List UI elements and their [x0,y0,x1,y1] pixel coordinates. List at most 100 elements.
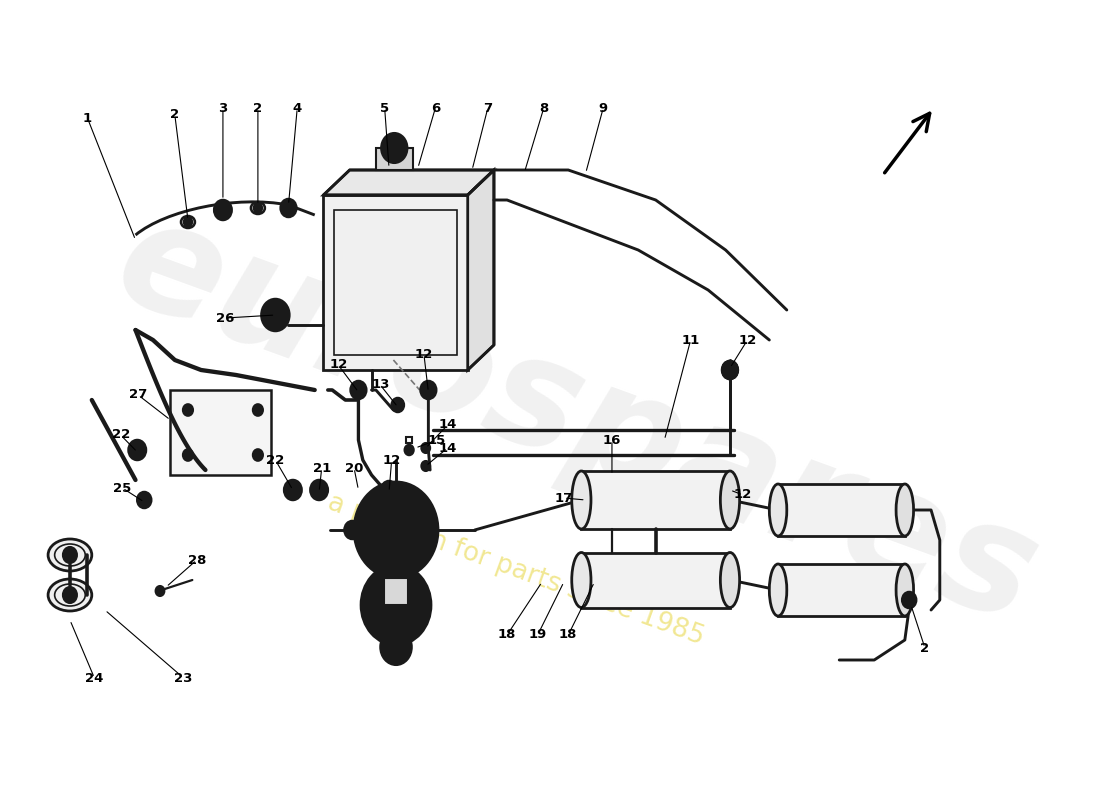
Text: 27: 27 [129,389,147,402]
Ellipse shape [769,484,786,536]
Circle shape [387,520,405,540]
Circle shape [726,366,734,374]
Bar [323,195,468,370]
Circle shape [63,547,77,563]
Circle shape [310,480,328,500]
Ellipse shape [182,216,195,228]
Circle shape [183,404,194,416]
Text: 22: 22 [111,429,130,442]
Text: 7: 7 [483,102,493,114]
Circle shape [372,577,420,633]
Bar [582,471,730,529]
Circle shape [392,398,404,412]
Circle shape [381,629,411,665]
Ellipse shape [48,579,91,611]
Text: 14: 14 [439,418,456,431]
Text: 24: 24 [85,671,103,685]
Ellipse shape [251,202,265,214]
Text: 23: 23 [175,671,192,685]
Circle shape [63,587,77,603]
Text: 11: 11 [682,334,700,346]
Circle shape [382,133,407,163]
Polygon shape [323,170,494,195]
Text: 12: 12 [329,358,348,371]
Text: 19: 19 [528,629,547,642]
Text: eurospares: eurospares [98,185,1056,655]
Circle shape [253,203,262,213]
Bar [778,484,905,536]
Circle shape [133,445,142,455]
Text: 6: 6 [431,102,440,114]
Text: 28: 28 [187,554,206,566]
Ellipse shape [769,564,786,616]
Bar [582,553,730,608]
Circle shape [184,217,192,227]
Circle shape [183,449,194,461]
Text: 12: 12 [415,349,433,362]
Circle shape [355,386,362,394]
Circle shape [905,596,913,604]
Text: 8: 8 [539,102,549,114]
Circle shape [420,381,437,399]
Circle shape [405,445,414,455]
Text: 13: 13 [371,378,389,391]
Circle shape [315,485,323,495]
Text: 22: 22 [266,454,285,466]
Ellipse shape [48,539,91,571]
Text: 15: 15 [428,434,447,446]
Circle shape [351,381,366,399]
Bar [384,578,408,605]
Text: 1: 1 [82,111,92,125]
Text: 3: 3 [218,102,228,114]
Circle shape [155,586,164,596]
Bar [170,390,271,475]
Text: 25: 25 [113,482,132,494]
Circle shape [382,481,397,499]
Circle shape [284,480,301,500]
Text: 18: 18 [559,629,578,642]
Text: 14: 14 [439,442,456,454]
Text: 4: 4 [293,102,301,114]
Circle shape [288,485,297,495]
Text: 20: 20 [345,462,363,474]
Text: 2: 2 [170,109,179,122]
Ellipse shape [572,553,591,607]
Text: 21: 21 [312,462,331,474]
Text: 12: 12 [734,489,752,502]
Circle shape [902,592,916,608]
Text: 5: 5 [381,102,389,114]
Polygon shape [468,170,494,370]
Circle shape [385,486,393,494]
Text: 12: 12 [738,334,757,346]
Circle shape [365,495,427,565]
Ellipse shape [896,484,914,536]
Text: 2: 2 [921,642,929,654]
Circle shape [354,482,438,578]
Bar [334,210,458,355]
Circle shape [253,449,263,461]
Ellipse shape [720,553,739,607]
Circle shape [344,521,360,539]
Circle shape [726,366,734,374]
Circle shape [361,565,431,645]
Ellipse shape [572,471,591,529]
Text: 26: 26 [217,311,234,325]
Circle shape [138,492,151,508]
Text: 18: 18 [498,629,516,642]
Circle shape [141,496,147,504]
Circle shape [722,361,738,379]
Text: 9: 9 [598,102,608,114]
Ellipse shape [720,471,739,529]
Circle shape [425,386,432,394]
Bar [376,148,412,170]
Circle shape [280,199,296,217]
Bar [778,564,905,616]
Circle shape [349,526,356,534]
Circle shape [378,510,414,550]
Text: a passion for parts since 1985: a passion for parts since 1985 [323,490,707,650]
Text: 12: 12 [383,454,400,466]
Circle shape [722,361,738,379]
Circle shape [262,299,289,331]
Circle shape [129,440,146,460]
Circle shape [421,443,430,453]
